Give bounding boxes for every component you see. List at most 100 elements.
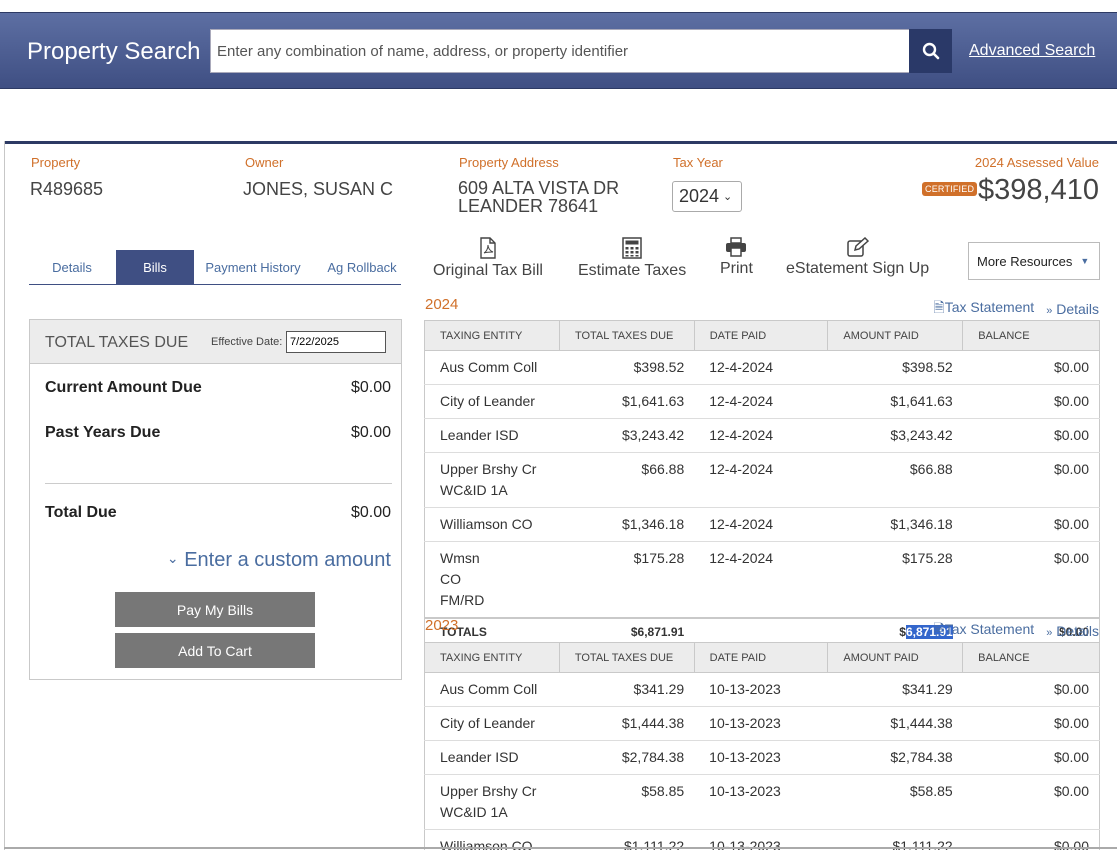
printer-icon — [726, 237, 747, 257]
total-cell: $341.29 — [559, 672, 695, 707]
total-cell: $2,784.38 — [559, 740, 695, 775]
pay-my-bills-button[interactable]: Pay My Bills — [115, 592, 315, 627]
year-heading-2024: 2024 — [425, 296, 459, 313]
property-id: R489685 — [30, 179, 104, 199]
column-header: BALANCE — [962, 320, 1100, 351]
property-label: Property — [31, 155, 81, 170]
table-row: Williamson CO $1,346.18 12-4-2024 $1,346… — [424, 507, 1100, 542]
year-heading-2023: 2023 — [425, 617, 459, 634]
address-line-1: 609 ALTA VISTA DR — [458, 178, 620, 198]
date-cell: 12-4-2024 — [694, 541, 828, 618]
certified-badge: CERTIFIED — [922, 182, 978, 196]
totals-balance: $0.00 — [962, 617, 1100, 647]
table-header-row: TAXING ENTITY TOTAL TAXES DUE DATE PAID … — [424, 320, 1100, 351]
pdf-file-icon — [480, 237, 496, 259]
content-bottom-border — [4, 847, 1117, 849]
balance-cell: $0.00 — [962, 384, 1100, 419]
table-row: Upper Brshy Cr WC&ID 1A $58.85 10-13-202… — [424, 774, 1100, 830]
totals-paid: $6,871.91 — [827, 617, 963, 647]
paid-cell: $1,641.63 — [827, 384, 963, 419]
balance-cell: $0.00 — [962, 672, 1100, 707]
owner-name: JONES, SUSAN C — [243, 179, 394, 199]
total-cell: $398.52 — [559, 350, 695, 385]
total-due-label: Total Due — [45, 504, 117, 521]
estatement-label: eStatement Sign Up — [786, 260, 930, 277]
paid-cell: $3,243.42 — [827, 418, 963, 453]
table-row: Upper Brshy Cr WC&ID 1A $66.88 12-4-2024… — [424, 452, 1100, 508]
double-chevron-down-icon: » — [1046, 627, 1053, 639]
bills-table-2023: TAXING ENTITY TOTAL TAXES DUE DATE PAID … — [424, 642, 1100, 850]
balance-cell: $0.00 — [962, 541, 1100, 618]
double-chevron-down-icon: » — [1046, 305, 1053, 317]
tax-statement-link[interactable]: 🗎︎Tax Statement — [933, 297, 1034, 321]
estimate-taxes-button[interactable]: Estimate Taxes — [578, 237, 686, 280]
paid-cell: $2,784.38 — [827, 740, 963, 775]
entity-cell: Upper Brshy Cr WC&ID 1A — [424, 452, 560, 508]
tab-details[interactable]: Details — [52, 259, 92, 275]
double-chevron-down-icon: ⌄︎ — [166, 550, 179, 566]
search-icon — [922, 42, 939, 60]
date-cell: 12-4-2024 — [694, 350, 828, 385]
paid-cell: $58.85 — [827, 774, 963, 830]
past-years-label: Past Years Due — [45, 424, 161, 441]
table-header-row: TAXING ENTITY TOTAL TAXES DUE DATE PAID … — [424, 642, 1100, 673]
original-tax-bill-label: Original Tax Bill — [433, 262, 543, 279]
table-row: Leander ISD $2,784.38 10-13-2023 $2,784.… — [424, 740, 1100, 775]
balance-cell: $0.00 — [962, 706, 1100, 741]
balance-cell: $0.00 — [962, 740, 1100, 775]
bills-table-2024: TAXING ENTITY TOTAL TAXES DUE DATE PAID … — [424, 320, 1100, 647]
date-cell: 10-13-2023 — [694, 706, 828, 741]
date-cell: 10-13-2023 — [694, 672, 828, 707]
entity-cell: Aus Comm Coll — [424, 350, 560, 385]
more-resources-dropdown[interactable]: More Resources ▼ — [968, 242, 1100, 280]
tab-ag-rollback[interactable]: Ag Rollback — [327, 259, 397, 275]
divider — [45, 483, 392, 484]
assessed-value: $398,410 — [978, 174, 1099, 206]
column-header: TOTAL TAXES DUE — [558, 320, 695, 351]
print-button[interactable]: Print — [720, 237, 753, 278]
entity-cell: Leander ISD — [424, 740, 560, 775]
table-row: Aus Comm Coll $398.52 12-4-2024 $398.52 … — [424, 350, 1100, 385]
tab-payment-history[interactable]: Payment History — [205, 259, 301, 275]
past-years-value: $0.00 — [350, 424, 391, 441]
details-label: Details — [1056, 301, 1099, 317]
paid-cell: $175.28 — [827, 541, 963, 618]
estimate-taxes-label: Estimate Taxes — [578, 262, 687, 279]
entity-cell: Wmsn CO FM/RD — [424, 541, 560, 618]
details-link[interactable]: » Details — [1046, 623, 1099, 639]
date-cell: 10-13-2023 — [694, 740, 828, 775]
search-button[interactable] — [909, 29, 952, 73]
tab-bills[interactable]: Bills — [116, 250, 194, 284]
balance-cell: $0.00 — [962, 418, 1100, 453]
document-icon: 🗎︎ — [933, 299, 945, 315]
balance-cell: $0.00 — [962, 452, 1100, 508]
entity-cell: City of Leander — [424, 384, 560, 419]
date-cell: 10-13-2023 — [694, 774, 828, 830]
totals-paid-prefix: $ — [899, 625, 906, 639]
tax-statement-link[interactable]: 🗎︎Tax Statement — [933, 619, 1034, 643]
more-resources-label: More Resources — [977, 253, 1073, 269]
original-tax-bill-button[interactable]: Original Tax Bill — [433, 237, 543, 280]
effective-date-input[interactable] — [286, 331, 386, 353]
totals-row: TOTALS $6,871.91 $6,871.91 $0.00 — [424, 617, 1100, 647]
content-left-border — [4, 141, 5, 850]
total-cell: $3,243.42 — [559, 418, 695, 453]
paid-cell: $341.29 — [827, 672, 963, 707]
custom-amount-link[interactable]: ⌄︎ Enter a custom amount — [167, 549, 391, 572]
estatement-signup-button[interactable]: eStatement Sign Up — [786, 237, 929, 278]
date-cell: 12-4-2024 — [694, 452, 828, 508]
total-cell: $66.88 — [559, 452, 695, 508]
advanced-search-link[interactable]: Advanced Search — [969, 42, 1096, 59]
calculator-icon — [622, 237, 642, 259]
tax-year-select[interactable]: 2024 ⌄ — [672, 181, 742, 212]
table-row: City of Leander $1,641.63 12-4-2024 $1,6… — [424, 384, 1100, 419]
search-input[interactable] — [210, 29, 910, 73]
column-header: TAXING ENTITY — [424, 320, 560, 351]
column-header: TOTAL TAXES DUE — [558, 642, 695, 673]
add-to-cart-button[interactable]: Add To Cart — [115, 633, 315, 668]
caret-down-icon: ▼ — [1080, 256, 1090, 266]
chevron-down-icon: ⌄ — [723, 191, 733, 203]
tax-year-value: 2024 — [679, 186, 720, 206]
totals-label: TOTALS — [424, 617, 560, 647]
details-link[interactable]: » Details — [1046, 301, 1099, 317]
